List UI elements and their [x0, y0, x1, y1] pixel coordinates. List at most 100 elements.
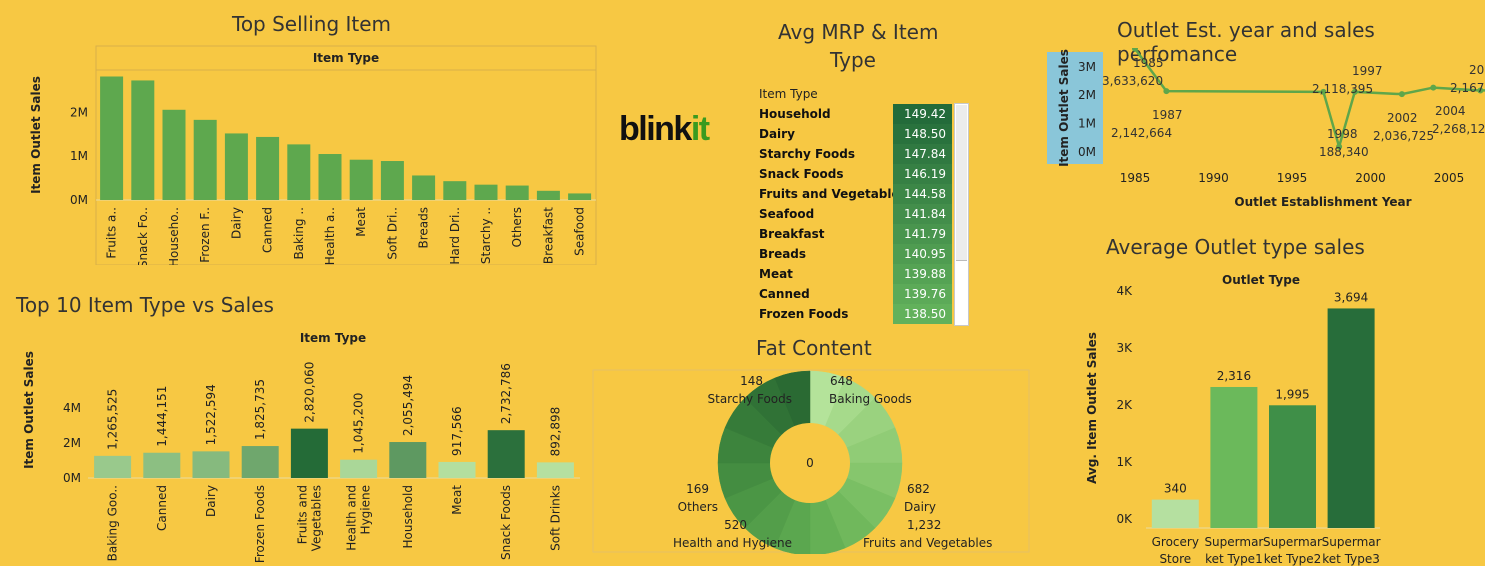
outlet-type-title: Average Outlet type sales	[1106, 235, 1365, 259]
outlet-type-ytick: 0K	[1116, 512, 1133, 526]
fat-center-label: 0	[806, 456, 814, 470]
top10-xlabel: Household	[401, 485, 415, 549]
outlet-type-xlabel: Supermar	[1263, 535, 1322, 549]
outlet-type-xlabel: Supermar	[1322, 535, 1381, 549]
top-selling-bar	[131, 80, 155, 200]
top-selling-bar	[100, 76, 124, 200]
outlet-est-chart: Item Outlet Sales 0M 1M 2M 3M 1985 1990 1995 2…	[1047, 48, 1485, 209]
top10-header: Item Type	[300, 331, 366, 345]
outlet-est-xtick: 2005	[1434, 171, 1465, 185]
fat-value-label: 1,232	[907, 518, 941, 532]
outlet-est-xtick: 2000	[1355, 171, 1386, 185]
top10-value-label: 2,732,786	[499, 363, 513, 424]
top-selling-bar	[536, 190, 560, 200]
top10-ytick: 2M	[63, 436, 81, 450]
top10-value-label: 1,825,735	[253, 379, 267, 440]
top-selling-title: Top Selling Item	[232, 12, 392, 36]
avg-mrp-row-value: 138.50	[893, 304, 952, 324]
outlet-type-bar	[1210, 386, 1258, 528]
avg-mrp-row-name: Frozen Foods	[759, 307, 849, 321]
fat-value-label: 169	[686, 482, 709, 496]
avg-mrp-row-value: 140.95	[893, 244, 952, 264]
top10-bar	[290, 428, 328, 478]
outlet-est-ytick: 3M	[1078, 60, 1096, 74]
outlet-est-point	[1320, 88, 1327, 95]
outlet-type-xlabel: ket Type3	[1322, 552, 1380, 566]
avg-mrp-scrollbar-thumb[interactable]	[956, 105, 967, 261]
top-selling-xlabel: Others	[510, 207, 524, 247]
fat-content-title: Fat Content	[756, 336, 872, 360]
outlet-type-bar	[1269, 405, 1316, 528]
top10-ytick: 0M	[63, 471, 81, 485]
avg-mrp-row-value: 139.88	[893, 264, 952, 284]
outlet-type-value-label: 3,694	[1334, 290, 1368, 304]
fat-category-label: Fruits and Vegetables	[863, 536, 992, 550]
outlet-est-point	[1477, 87, 1484, 94]
outlet-type-xlabel: Grocery	[1152, 535, 1199, 549]
top10-bar	[536, 462, 574, 478]
outlet-est-point	[1132, 48, 1138, 52]
outlet-est-year-label: 1997	[1352, 64, 1383, 78]
top-selling-bar	[412, 175, 436, 200]
top-selling-xlabel: Hard Dri..	[448, 207, 462, 265]
outlet-type-xlabel: Supermar	[1204, 535, 1263, 549]
top-selling-xlabel: Fruits a..	[105, 207, 119, 259]
fat-value-label: 148	[740, 374, 763, 388]
outlet-type-ytick: 2K	[1116, 398, 1133, 412]
outlet-type-ytick: 1K	[1116, 455, 1133, 469]
outlet-type-ytick: 4K	[1116, 284, 1133, 298]
top10-xlabel: Hygiene	[359, 485, 373, 534]
outlet-est-year-label: 2002	[1387, 111, 1418, 125]
outlet-type-value-label: 2,316	[1217, 369, 1251, 383]
top-selling-xlabel: Frozen F..	[198, 207, 212, 263]
blinkit-logo: blinkit	[619, 110, 710, 148]
top10-xlabel: Baking Goo..	[106, 485, 120, 561]
top10-bar	[192, 451, 230, 478]
outlet-type-header: Outlet Type	[1222, 273, 1300, 287]
avg-mrp-row-name: Breads	[759, 247, 807, 261]
top-selling-xlabel: Snack Fo..	[136, 207, 150, 265]
top10-value-label: 892,898	[548, 407, 562, 457]
outlet-est-value-label: 3,633,620	[1102, 74, 1163, 88]
top10-value-label: 1,045,200	[352, 393, 366, 454]
avg-mrp-row-value: 141.84	[893, 204, 952, 224]
avg-mrp-row-name: Snack Foods	[759, 167, 844, 181]
top-selling-xlabel: Health a..	[323, 207, 337, 265]
top-selling-bar	[380, 161, 404, 200]
outlet-est-xtick: 1990	[1198, 171, 1229, 185]
top10-xlabel: Snack Foods	[499, 485, 513, 560]
top10-xlabel: Dairy	[204, 485, 218, 517]
top-selling-header: Item Type	[313, 51, 379, 65]
outlet-est-point	[1336, 143, 1343, 150]
fat-value-label: 520	[724, 518, 747, 532]
top-selling-bar	[287, 144, 311, 200]
outlet-type-bar	[1151, 499, 1199, 528]
top10-bar	[438, 461, 476, 478]
avg-mrp-row-value: 149.42	[893, 104, 952, 124]
avg-mrp-row-name: Household	[759, 107, 831, 121]
outlet-est-point	[1398, 91, 1405, 98]
top10-xlabel: Soft Drinks	[548, 485, 562, 551]
top10-xlabel: Fruits and	[295, 485, 309, 544]
top-selling-bar	[256, 136, 280, 200]
top10-value-label: 2,055,494	[401, 375, 415, 436]
outlet-est-ytick: 0M	[1078, 145, 1096, 159]
outlet-est-ylabel: Item Outlet Sales	[1057, 49, 1071, 167]
avg-mrp-scrollbar[interactable]	[954, 103, 969, 326]
top10-bar	[143, 452, 181, 478]
top-selling-bar	[474, 184, 498, 200]
outlet-type-xlabel: ket Type1	[1205, 552, 1263, 566]
outlet-est-value-label: 2,167	[1450, 81, 1484, 95]
outlet-est-point	[1163, 88, 1170, 95]
outlet-est-ytick: 2M	[1078, 88, 1096, 102]
top10-ytick: 4M	[63, 401, 81, 415]
top10-bar	[340, 459, 378, 478]
outlet-est-value-label: 2,036,725	[1373, 129, 1434, 143]
outlet-est-value-label: 2,268,12	[1432, 122, 1485, 136]
outlet-est-xlabel: Outlet Establishment Year	[1234, 195, 1411, 209]
outlet-est-xtick: 1985	[1120, 171, 1151, 185]
top-selling-bar	[505, 185, 529, 200]
outlet-type-value-label: 340	[1164, 482, 1187, 496]
fat-value-label: 682	[907, 482, 930, 496]
avg-mrp-row-value: 146.19	[893, 164, 952, 184]
